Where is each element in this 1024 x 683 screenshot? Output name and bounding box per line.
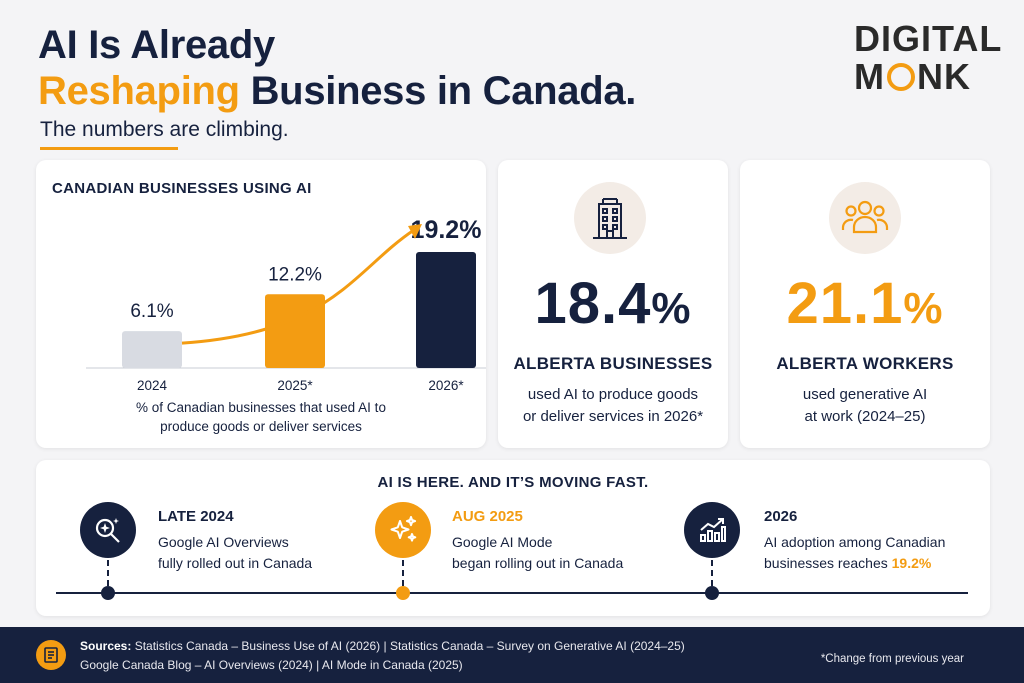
alberta-businesses-desc: used AI to produce goods or deliver serv… xyxy=(498,384,728,428)
alberta-workers-value: 21.1% xyxy=(740,270,990,337)
chart-title: CANADIAN BUSINESSES USING AI xyxy=(52,180,312,197)
category-label-2026: 2026* xyxy=(428,378,464,393)
category-label-2025: 2025* xyxy=(277,378,313,393)
logo-letter-m: M xyxy=(854,56,885,97)
alberta-businesses-desc-1: used AI to produce goods xyxy=(527,386,699,403)
sources-line-1: Sources: Statistics Canada – Business Us… xyxy=(80,637,685,656)
document-icon xyxy=(36,640,66,670)
search-sparkle-icon xyxy=(80,502,136,558)
logo-line-2: M NK xyxy=(854,58,994,96)
category-label-2024: 2024 xyxy=(137,378,168,393)
timeline-card: AI IS HERE. AND IT’S MOVING FAST. LATE 2… xyxy=(36,460,990,616)
alberta-workers-desc-2: at work (2024–25) xyxy=(804,408,926,425)
page-subtitle: The numbers are climbing. xyxy=(40,118,289,141)
value-label-2025: 12.2% xyxy=(268,264,322,285)
value-label-2026: 19.2% xyxy=(411,216,482,244)
timeline-text-3-line-1: AI adoption among Canadian xyxy=(764,534,946,550)
alberta-workers-desc-1: used generative AI xyxy=(802,386,928,403)
alberta-businesses-unit: % xyxy=(651,284,692,333)
footnote: *Change from previous year xyxy=(820,653,964,665)
timeline-date-2: AUG 2025 xyxy=(452,508,523,525)
chart-caption-line-1: % of Canadian businesses that used AI to xyxy=(136,400,386,415)
timeline-text-3-line-2a: businesses reaches xyxy=(764,555,892,571)
timeline-date-3: 2026 xyxy=(764,508,798,525)
alberta-workers-unit: % xyxy=(903,284,944,333)
timeline-text-2: Google AI Mode began rolling out in Cana… xyxy=(452,532,623,574)
title-rest: Business in Canada. xyxy=(239,69,637,113)
page-title: AI Is Already Reshaping Business in Cana… xyxy=(38,22,636,114)
timeline-date-1: LATE 2024 xyxy=(158,508,234,525)
bar-2025 xyxy=(265,294,325,368)
bar-2026 xyxy=(416,252,476,368)
growth-chart-icon xyxy=(684,502,740,558)
sources-text: Sources: Statistics Canada – Business Us… xyxy=(80,637,685,675)
alberta-businesses-desc-2: or deliver services in 2026* xyxy=(522,408,704,425)
alberta-workers-number: 21.1 xyxy=(786,271,904,336)
timeline-connector-3 xyxy=(711,560,713,586)
bar-2024 xyxy=(122,331,182,368)
alberta-businesses-label: ALBERTA BUSINESSES xyxy=(513,354,713,373)
timeline-text-2-line-2: began rolling out in Canada xyxy=(452,555,624,571)
title-line-2: Reshaping Business in Canada. xyxy=(38,68,636,114)
alberta-workers-card: 21.1% ALBERTA WORKERS used generative AI… xyxy=(740,160,990,448)
alberta-workers-label: ALBERTA WORKERS xyxy=(776,354,954,373)
people-icon xyxy=(829,182,901,254)
timeline-text-3-highlight: 19.2% xyxy=(891,555,932,571)
brand-logo: DIGITAL M NK xyxy=(854,18,1003,96)
alberta-businesses-number: 18.4 xyxy=(534,271,652,336)
timeline-line xyxy=(56,592,968,594)
sparkles-icon xyxy=(375,502,431,558)
timeline-dot-2 xyxy=(396,586,410,600)
logo-o-ring xyxy=(887,63,915,91)
value-label-2024: 6.1% xyxy=(130,301,173,322)
chart-caption-line-2: produce goods or deliver services xyxy=(160,419,362,434)
timeline-text-3-line-2: businesses reaches 19.2% xyxy=(764,553,945,574)
timeline-dot-3 xyxy=(705,586,719,600)
sources-footer: Sources: Statistics Canada – Business Us… xyxy=(0,627,1024,683)
sources-line-2: Google Canada Blog – AI Overviews (2024)… xyxy=(80,658,463,672)
title-highlight: Reshaping xyxy=(38,69,240,113)
chart-caption: % of Canadian businesses that used AI to… xyxy=(36,398,486,436)
timeline-text-1-line-2: fully rolled out in Canada xyxy=(158,555,313,571)
alberta-businesses-card: 18.4% ALBERTA BUSINESSES used AI to prod… xyxy=(498,160,728,448)
timeline-text-1-line-1: Google AI Overviews xyxy=(158,534,289,550)
logo-letters-nk: NK xyxy=(917,56,971,97)
title-line-1: AI Is Already xyxy=(38,23,275,67)
sources-line-1-text: Statistics Canada – Business Use of AI (… xyxy=(131,639,685,653)
chart-card: CANADIAN BUSINESSES USING AI 6.1% 2024 12.… xyxy=(36,160,486,448)
timeline-connector-2 xyxy=(402,560,404,586)
trend-arrow-head xyxy=(408,224,422,239)
sources-label: Sources: xyxy=(80,639,132,653)
trend-arrow-line xyxy=(181,228,415,345)
bar-chart: 6.1% 2024 12.2% 2025* 19.2% 2026* xyxy=(86,216,486,393)
timeline-text-3: AI adoption among Canadian businesses re… xyxy=(764,532,945,574)
building-icon xyxy=(574,182,646,254)
subtitle-underline xyxy=(40,147,178,150)
timeline-text-2-line-1: Google AI Mode xyxy=(452,534,553,550)
alberta-workers-desc: used generative AI at work (2024–25) xyxy=(740,384,990,428)
timeline-text-1: Google AI Overviews fully rolled out in … xyxy=(158,532,312,574)
timeline-heading: AI IS HERE. AND IT’S MOVING FAST. xyxy=(377,474,649,491)
timeline-dot-1 xyxy=(101,586,115,600)
alberta-businesses-value: 18.4% xyxy=(498,270,728,337)
timeline-connector-1 xyxy=(107,560,109,586)
logo-line-1: DIGITAL xyxy=(854,18,1003,59)
